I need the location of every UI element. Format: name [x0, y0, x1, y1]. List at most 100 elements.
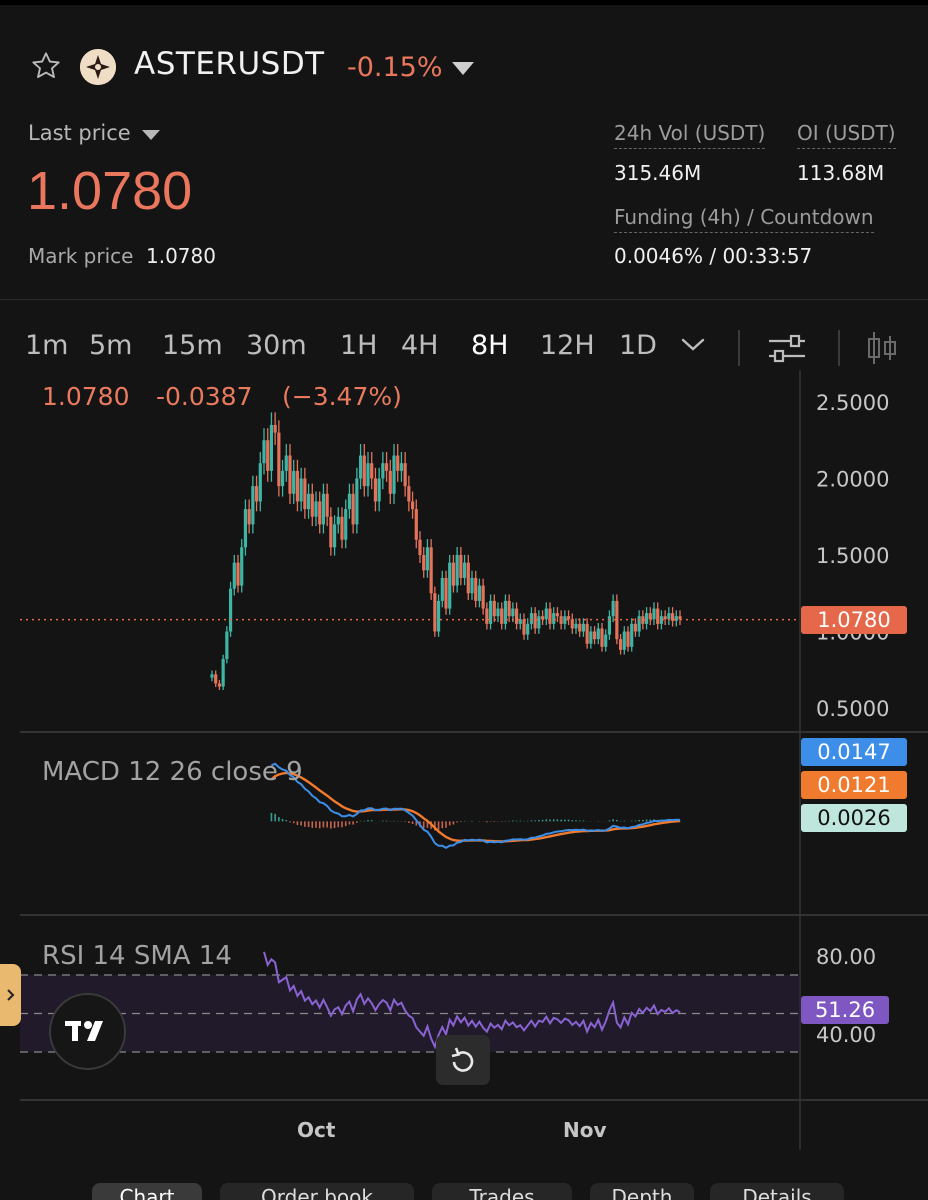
- ohlc-change-pct: (−3.47%): [282, 382, 402, 411]
- candle-body: [254, 486, 259, 502]
- candle-body: [414, 509, 418, 540]
- header-divider: [0, 299, 928, 300]
- reset-chart-button[interactable]: [436, 1035, 490, 1085]
- favorite-star-icon[interactable]: [30, 50, 62, 82]
- y-tick-label: 2.0000: [816, 468, 889, 492]
- candle-body: [503, 600, 508, 624]
- candle-body: [266, 440, 270, 471]
- candle-body: [626, 631, 630, 647]
- candle-body: [243, 509, 248, 548]
- candle-body: [659, 616, 664, 624]
- candle-body: [273, 424, 277, 433]
- rsi-label[interactable]: RSI 14 SMA 14: [42, 941, 232, 971]
- tab-details[interactable]: Details: [710, 1183, 844, 1200]
- candle-body: [314, 501, 318, 517]
- tf-1d[interactable]: 1D: [619, 330, 657, 361]
- candle-body: [344, 509, 348, 540]
- candle-body: [618, 639, 623, 650]
- tf-1h[interactable]: 1H: [340, 330, 378, 361]
- ohlc-close: 1.0780: [42, 382, 130, 411]
- candle-body: [667, 613, 671, 620]
- candle-body: [444, 577, 448, 609]
- tab-depth[interactable]: Depth: [590, 1183, 694, 1200]
- candle-body: [600, 628, 604, 647]
- mark-price-label: Mark price: [28, 244, 134, 268]
- tf-15m[interactable]: 15m: [162, 330, 223, 361]
- tf-8h[interactable]: 8H: [471, 330, 509, 361]
- funding-label[interactable]: Funding (4h) / Countdown: [614, 205, 874, 233]
- candle-body: [403, 463, 407, 487]
- candle-body: [407, 486, 411, 502]
- candle-body: [399, 463, 404, 471]
- candle-body: [351, 493, 355, 525]
- vol-label[interactable]: 24h Vol (USDT): [614, 121, 766, 149]
- candle-body: [384, 463, 389, 471]
- candle-body: [228, 588, 233, 632]
- candle-body: [488, 600, 493, 624]
- candle-body: [388, 470, 392, 494]
- candle-body: [485, 608, 489, 624]
- tf-12h[interactable]: 12H: [540, 330, 595, 361]
- tf-4h[interactable]: 4H: [401, 330, 439, 361]
- tab-chart[interactable]: Chart: [92, 1183, 202, 1200]
- candle-body: [537, 616, 541, 629]
- candle-body: [674, 616, 678, 621]
- candle-body: [262, 440, 266, 464]
- candle-body: [492, 600, 496, 617]
- drawing-panel-handle[interactable]: [0, 964, 21, 1026]
- candle-body: [355, 478, 359, 525]
- rsi-line: [263, 951, 681, 1050]
- candle-body: [318, 501, 322, 525]
- candle-body: [637, 616, 641, 632]
- tradingview-logo-icon[interactable]: [49, 993, 126, 1070]
- candle-body: [533, 613, 537, 629]
- macd-value-badge: 0.0147: [801, 738, 907, 766]
- tf-1m[interactable]: 1m: [25, 330, 69, 361]
- candle-body: [303, 478, 307, 510]
- ohlc-change: -0.0387: [156, 382, 253, 411]
- candle-body: [563, 616, 567, 624]
- aster-logo-icon: [80, 49, 116, 85]
- candle-body: [585, 623, 589, 644]
- vol-value: 315.46M: [614, 161, 702, 185]
- tab-trades[interactable]: Trades: [432, 1183, 572, 1200]
- last-price-label[interactable]: Last price: [28, 121, 131, 145]
- candle-body: [518, 619, 522, 624]
- x-tick-oct: Oct: [297, 1118, 336, 1142]
- oi-label[interactable]: OI (USDT): [797, 121, 896, 149]
- candle-body: [448, 562, 452, 609]
- candle-body: [500, 608, 504, 624]
- candle-body: [358, 455, 363, 479]
- candlestick-type-icon[interactable]: [865, 330, 899, 366]
- current-price-badge: 1.0780: [801, 606, 907, 634]
- candle-body: [529, 613, 534, 624]
- candle-body: [347, 493, 352, 510]
- candle-body: [329, 516, 333, 548]
- symbol-dropdown-caret-icon[interactable]: [452, 62, 474, 75]
- candle-body: [570, 619, 574, 629]
- candle-body: [418, 539, 422, 555]
- candle-body: [217, 683, 222, 687]
- candle-body: [306, 493, 311, 510]
- more-timeframes-chevron-icon[interactable]: [680, 335, 706, 355]
- candle-body: [340, 516, 344, 540]
- y-tick-label: 2.5000: [816, 391, 889, 415]
- candle-body: [299, 478, 303, 502]
- candle-body: [477, 585, 482, 601]
- macd-line: [271, 762, 681, 849]
- symbol-name[interactable]: ASTERUSDT: [134, 46, 325, 82]
- candle-body: [325, 493, 329, 517]
- chart-settings-icon[interactable]: [767, 334, 807, 364]
- candle-body: [622, 631, 626, 650]
- tf-30m[interactable]: 30m: [246, 330, 307, 361]
- last-price-caret-icon[interactable]: [142, 130, 160, 140]
- candle-body: [466, 562, 470, 594]
- candle-body: [280, 470, 285, 487]
- x-tick-nov: Nov: [563, 1118, 607, 1142]
- candle-body: [332, 524, 337, 548]
- macd-label[interactable]: MACD 12 26 close 9: [42, 757, 303, 787]
- last-price-value: 1.0780: [27, 161, 193, 221]
- tf-5m[interactable]: 5m: [89, 330, 133, 361]
- tab-order-book[interactable]: Order book: [220, 1183, 414, 1200]
